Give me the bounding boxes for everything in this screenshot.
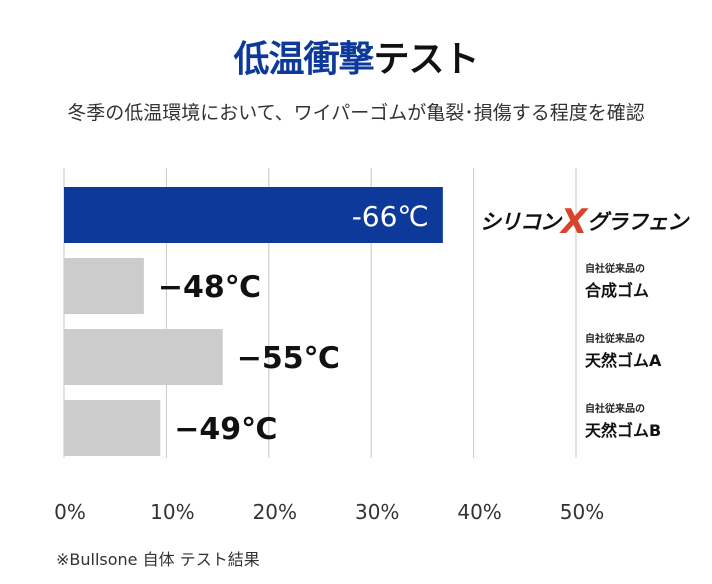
data-label: -66℃ bbox=[352, 200, 429, 233]
data-label: −48℃ bbox=[158, 270, 261, 305]
product-label-small: 自社従来品の bbox=[585, 264, 645, 275]
x-tick-label: 0% bbox=[54, 500, 86, 524]
bar bbox=[64, 329, 223, 385]
product-label-natural-rubber-b: 自社従来品の 天然ゴムB bbox=[585, 400, 661, 441]
product-label-small: 自社従来品の bbox=[585, 334, 645, 345]
product-label-big: 天然ゴムA bbox=[585, 351, 662, 370]
chart-title: 低温衝撃テスト bbox=[0, 30, 712, 82]
product-label-big: 天然ゴムB bbox=[585, 421, 662, 440]
bar bbox=[64, 400, 161, 456]
brand-left: シリコン bbox=[480, 210, 561, 234]
product-label-big: 合成ゴム bbox=[585, 281, 650, 300]
bar bbox=[64, 187, 443, 243]
product-label-small: 自社従来品の bbox=[585, 404, 645, 415]
bar bbox=[64, 258, 144, 314]
x-tick-label: 50% bbox=[560, 500, 604, 524]
footnote: ※Bullsone 自体 テスト結果 bbox=[56, 550, 260, 569]
title-accent: 低温衝撃 bbox=[233, 39, 374, 80]
product-label-natural-rubber-a: 自社従来品の 天然ゴムA bbox=[585, 330, 661, 371]
data-label: −49℃ bbox=[174, 412, 277, 447]
x-tick-label: 40% bbox=[457, 500, 501, 524]
brand-x-mark: X bbox=[561, 202, 587, 242]
product-label-synthetic-rubber: 自社従来品の 合成ゴム bbox=[585, 260, 649, 301]
brand-logo-silicon-x-graphene: シリコンXグラフェン bbox=[480, 198, 688, 242]
brand-right: グラフェン bbox=[587, 210, 688, 234]
x-tick-label: 20% bbox=[253, 500, 297, 524]
x-tick-label: 30% bbox=[355, 500, 399, 524]
x-tick-label: 10% bbox=[150, 500, 194, 524]
data-label: −55℃ bbox=[237, 341, 340, 376]
chart-subtitle: 冬季の低温環境において、ワイパーゴムが亀裂･損傷する程度を確認 bbox=[67, 102, 645, 124]
title-rest: テスト bbox=[373, 39, 480, 80]
